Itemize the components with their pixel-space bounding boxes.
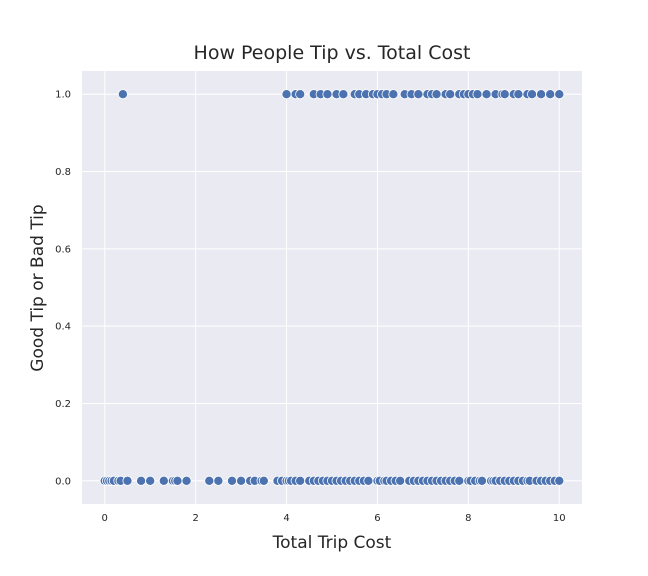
- chart-title: How People Tip vs. Total Cost: [194, 42, 471, 64]
- data-point: [181, 475, 192, 486]
- data-point: [158, 475, 169, 486]
- data-point: [363, 475, 374, 486]
- data-point: [172, 475, 183, 486]
- data-point: [136, 475, 147, 486]
- x-tick-label: 6: [374, 513, 380, 524]
- data-point: [226, 475, 237, 486]
- y-tick-labels: 0.0 0.2 0.4 0.6 0.8 1.0: [55, 90, 71, 488]
- data-point: [236, 475, 247, 486]
- data-point: [117, 89, 128, 100]
- data-point: [454, 475, 465, 486]
- data-point: [513, 89, 524, 100]
- data-point: [445, 89, 456, 100]
- x-tick-labels: 0 2 4 6 8 10: [102, 513, 566, 524]
- data-point: [295, 89, 306, 100]
- plot-background: [82, 71, 582, 504]
- data-point: [554, 475, 565, 486]
- data-point: [145, 475, 156, 486]
- data-point: [536, 89, 547, 100]
- data-point: [281, 89, 292, 100]
- y-tick-label: 0.8: [55, 167, 71, 178]
- x-axis-label: Total Trip Cost: [272, 533, 392, 553]
- data-point: [388, 89, 399, 100]
- data-point: [258, 475, 269, 486]
- data-point: [213, 475, 224, 486]
- data-point: [204, 475, 215, 486]
- data-point: [413, 89, 424, 100]
- data-point: [527, 89, 538, 100]
- data-point: [338, 89, 349, 100]
- x-tick-label: 8: [465, 513, 471, 524]
- x-tick-label: 2: [192, 513, 198, 524]
- y-tick-label: 0.6: [55, 244, 71, 255]
- data-point: [545, 89, 556, 100]
- x-tick-label: 10: [553, 513, 566, 524]
- x-tick-label: 4: [283, 513, 289, 524]
- data-point: [554, 89, 565, 100]
- x-tick-label: 0: [102, 513, 108, 524]
- data-point: [481, 89, 492, 100]
- data-point: [431, 89, 442, 100]
- y-tick-label: 1.0: [55, 90, 71, 101]
- y-tick-label: 0.2: [55, 399, 71, 410]
- data-point: [322, 89, 333, 100]
- data-point: [122, 475, 133, 486]
- data-point: [395, 475, 406, 486]
- y-tick-label: 0.4: [55, 322, 71, 333]
- data-points: [99, 89, 565, 486]
- data-point: [476, 475, 487, 486]
- y-tick-label: 0.0: [55, 476, 71, 487]
- data-point: [472, 89, 483, 100]
- data-point: [499, 89, 510, 100]
- y-axis-label: Good Tip or Bad Tip: [28, 204, 48, 371]
- data-point: [295, 475, 306, 486]
